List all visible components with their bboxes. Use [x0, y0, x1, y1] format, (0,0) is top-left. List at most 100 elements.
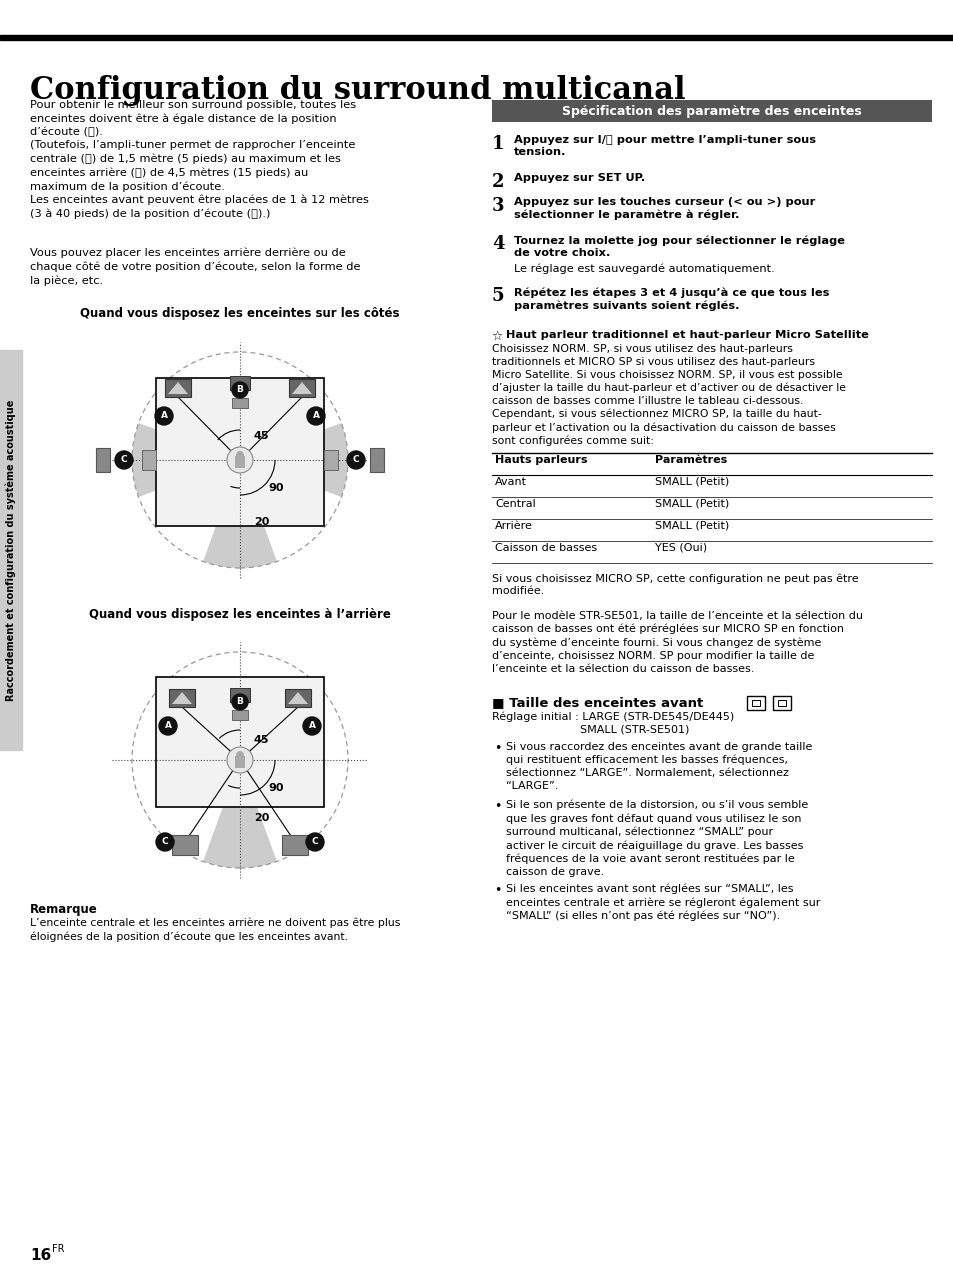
Circle shape: [156, 833, 173, 851]
Text: 90: 90: [268, 483, 283, 493]
Text: •: •: [494, 741, 501, 755]
Circle shape: [303, 717, 320, 735]
Text: 1: 1: [492, 135, 504, 153]
Text: 45: 45: [253, 735, 269, 745]
Text: Quand vous disposez les enceintes sur les côtés: Quand vous disposez les enceintes sur le…: [80, 307, 399, 320]
Bar: [289, 378, 314, 397]
Text: SMALL (Petit): SMALL (Petit): [655, 521, 728, 531]
Text: Appuyez sur les touches curseur (< ou >) pour
sélectionner le paramètre à régler: Appuyez sur les touches curseur (< ou >)…: [514, 197, 815, 220]
Text: C: C: [121, 456, 127, 465]
Text: A: A: [308, 721, 315, 730]
Text: Central: Central: [495, 499, 536, 510]
Bar: [772, 696, 790, 710]
Circle shape: [115, 451, 132, 469]
Text: Appuyez sur SET UP.: Appuyez sur SET UP.: [514, 173, 644, 183]
Text: B: B: [236, 386, 243, 395]
Bar: [492, 99, 931, 122]
Text: Paramètres: Paramètres: [655, 455, 726, 465]
Text: Si vous choisissez MICRO SP, cette configuration ne peut pas être
modifiée.: Si vous choisissez MICRO SP, cette confi…: [492, 573, 858, 596]
Text: Spécification des paramètre des enceintes: Spécification des paramètre des enceinte…: [561, 104, 861, 117]
Text: SMALL (Petit): SMALL (Petit): [655, 499, 728, 510]
Text: Pour obtenir le meilleur son surround possible, toutes les
enceintes doivent êtr: Pour obtenir le meilleur son surround po…: [30, 99, 369, 219]
Bar: [156, 378, 324, 526]
Bar: [282, 834, 308, 855]
Text: Choisissez NORM. SP, si vous utilisez des haut-parleurs
traditionnels et MICRO S: Choisissez NORM. SP, si vous utilisez de…: [492, 344, 845, 446]
Text: YES (Oui): YES (Oui): [655, 543, 706, 553]
Text: •: •: [494, 884, 501, 897]
Text: A: A: [164, 721, 172, 730]
Text: C: C: [312, 837, 318, 846]
Text: Appuyez sur I/⏻ pour mettre l’ampli-tuner sous
tension.: Appuyez sur I/⏻ pour mettre l’ampli-tune…: [514, 135, 815, 158]
Bar: [232, 710, 248, 720]
Bar: [234, 755, 245, 768]
Text: Répétez les étapes 3 et 4 jusqu’à ce que tous les
paramètres suivants soient rég: Répétez les étapes 3 et 4 jusqu’à ce que…: [514, 287, 828, 311]
Text: 16: 16: [30, 1249, 51, 1263]
Text: Si le son présente de la distorsion, ou s’il vous semble
que les graves font déf: Si le son présente de la distorsion, ou …: [505, 800, 807, 878]
Text: SMALL (Petit): SMALL (Petit): [655, 476, 728, 487]
Text: Haut parleur traditionnel et haut-parleur Micro Satellite: Haut parleur traditionnel et haut-parleu…: [505, 330, 868, 340]
Bar: [751, 699, 760, 706]
Text: A: A: [160, 412, 168, 420]
Text: Raccordement et configuration du système acoustique: Raccordement et configuration du système…: [6, 399, 16, 701]
Bar: [324, 450, 337, 470]
Text: Pour le modèle STR-SE501, la taille de l’enceinte et la sélection du
caisson de : Pour le modèle STR-SE501, la taille de l…: [492, 612, 862, 674]
Text: Configuration du surround multicanal: Configuration du surround multicanal: [30, 75, 685, 106]
Text: ☆: ☆: [492, 330, 511, 343]
Text: 4: 4: [492, 234, 504, 254]
Bar: [746, 696, 764, 710]
Bar: [0, 350, 22, 750]
Polygon shape: [288, 692, 308, 705]
Text: B: B: [236, 697, 243, 707]
Text: Quand vous disposez les enceintes à l’arrière: Quand vous disposez les enceintes à l’ar…: [89, 608, 391, 620]
Bar: [285, 689, 311, 707]
Wedge shape: [132, 423, 240, 497]
Bar: [230, 688, 250, 702]
Bar: [142, 450, 156, 470]
Text: 2: 2: [492, 173, 504, 191]
Bar: [0, 34, 953, 39]
Text: 5: 5: [492, 287, 504, 304]
Text: Remarque: Remarque: [30, 903, 97, 916]
Wedge shape: [203, 761, 276, 868]
Text: Tournez la molette jog pour sélectionner le réglage
de votre choix.: Tournez la molette jog pour sélectionner…: [514, 234, 844, 257]
Text: FR: FR: [52, 1243, 65, 1254]
Circle shape: [235, 750, 244, 759]
Text: SMALL (STR-SE501): SMALL (STR-SE501): [579, 725, 689, 735]
Text: 20: 20: [253, 517, 269, 527]
Text: Caisson de basses: Caisson de basses: [495, 543, 597, 553]
Text: C: C: [353, 456, 359, 465]
Circle shape: [306, 833, 324, 851]
Polygon shape: [172, 692, 192, 705]
Bar: [156, 676, 324, 806]
Text: Arrière: Arrière: [495, 521, 533, 531]
Bar: [234, 456, 245, 468]
Text: •: •: [494, 800, 501, 813]
Text: Si les enceintes avant sont réglées sur “SMALL”, les
enceintes centrale et arriè: Si les enceintes avant sont réglées sur …: [505, 884, 820, 921]
Bar: [165, 378, 191, 397]
Bar: [230, 376, 250, 390]
Bar: [370, 448, 384, 471]
Circle shape: [232, 382, 248, 397]
Text: Si vous raccordez des enceintes avant de grande taille
qui restituent efficaceme: Si vous raccordez des enceintes avant de…: [505, 741, 812, 791]
Circle shape: [227, 447, 253, 473]
Text: 20: 20: [253, 813, 269, 823]
Text: 45: 45: [253, 431, 269, 441]
Text: ■ Taille des enceintes avant: ■ Taille des enceintes avant: [492, 696, 702, 710]
Circle shape: [232, 694, 248, 710]
Circle shape: [227, 747, 253, 773]
Bar: [96, 448, 110, 471]
Text: Hauts parleurs: Hauts parleurs: [495, 455, 587, 465]
Bar: [172, 834, 198, 855]
Circle shape: [347, 451, 365, 469]
Text: 3: 3: [492, 197, 504, 215]
Bar: [232, 397, 248, 408]
Circle shape: [307, 406, 325, 426]
Circle shape: [235, 451, 244, 459]
Text: Réglage initial : LARGE (STR-DE545/DE445): Réglage initial : LARGE (STR-DE545/DE445…: [492, 712, 734, 722]
Bar: [169, 689, 194, 707]
Bar: [778, 699, 785, 706]
Circle shape: [154, 406, 172, 426]
Text: C: C: [161, 837, 168, 846]
Text: 90: 90: [268, 784, 283, 792]
Text: Avant: Avant: [495, 476, 526, 487]
